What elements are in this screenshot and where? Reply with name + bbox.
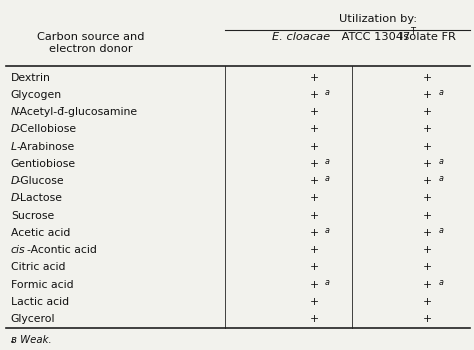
Text: +: + [310, 125, 319, 134]
Text: Lactic acid: Lactic acid [11, 297, 69, 307]
Text: Formic acid: Formic acid [11, 280, 73, 290]
Text: -Arabinose: -Arabinose [16, 142, 74, 152]
Text: Utilization by:: Utilization by: [339, 14, 418, 23]
Text: +: + [423, 107, 432, 117]
Text: +: + [423, 297, 432, 307]
Text: a: a [438, 88, 443, 97]
Text: Dextrin: Dextrin [11, 73, 51, 83]
Text: +: + [310, 262, 319, 272]
Text: T: T [410, 27, 415, 36]
Text: +: + [423, 90, 432, 100]
Text: +: + [310, 245, 319, 255]
Text: +: + [423, 314, 432, 324]
Text: N: N [11, 107, 19, 117]
Text: Isolate FR: Isolate FR [400, 32, 456, 42]
Text: +: + [310, 280, 319, 290]
Text: +: + [310, 194, 319, 203]
Text: ᴃ Weak.: ᴃ Weak. [11, 335, 52, 345]
Text: -Acetyl-đ-glucosamine: -Acetyl-đ-glucosamine [16, 107, 137, 117]
Text: ATCC 13047: ATCC 13047 [338, 32, 410, 42]
Text: Carbon source and
electron donor: Carbon source and electron donor [37, 32, 145, 54]
Text: Glycogen: Glycogen [11, 90, 62, 100]
Text: +: + [310, 73, 319, 83]
Text: Gentiobiose: Gentiobiose [11, 159, 76, 169]
Text: a: a [438, 174, 443, 183]
Text: +: + [310, 176, 319, 186]
Text: +: + [423, 228, 432, 238]
Text: a: a [438, 278, 443, 287]
Text: D: D [11, 125, 19, 134]
Text: +: + [423, 211, 432, 221]
Text: +: + [423, 73, 432, 83]
Text: +: + [310, 142, 319, 152]
Text: +: + [423, 194, 432, 203]
Text: a: a [438, 157, 443, 166]
Text: a: a [325, 157, 330, 166]
Text: -Cellobiose: -Cellobiose [16, 125, 76, 134]
Text: +: + [310, 314, 319, 324]
Text: a: a [325, 174, 330, 183]
Text: Glycerol: Glycerol [11, 314, 55, 324]
Text: +: + [423, 142, 432, 152]
Text: Acetic acid: Acetic acid [11, 228, 70, 238]
Text: +: + [310, 90, 319, 100]
Text: +: + [310, 211, 319, 221]
Text: +: + [423, 262, 432, 272]
Text: L: L [11, 142, 17, 152]
Text: E. cloacae: E. cloacae [273, 32, 330, 42]
Text: +: + [423, 280, 432, 290]
Text: cis: cis [11, 245, 26, 255]
Text: a: a [325, 88, 330, 97]
Text: +: + [310, 297, 319, 307]
Text: D: D [11, 194, 19, 203]
Text: Citric acid: Citric acid [11, 262, 65, 272]
Text: -Glucose: -Glucose [16, 176, 64, 186]
Text: +: + [310, 159, 319, 169]
Text: a: a [325, 226, 330, 235]
Text: -Lactose: -Lactose [16, 194, 62, 203]
Text: +: + [423, 159, 432, 169]
Text: Sucrose: Sucrose [11, 211, 54, 221]
Text: +: + [423, 176, 432, 186]
Text: +: + [423, 245, 432, 255]
Text: +: + [423, 125, 432, 134]
Text: -Acontic acid: -Acontic acid [27, 245, 97, 255]
Text: a: a [438, 226, 443, 235]
Text: +: + [310, 228, 319, 238]
Text: D: D [11, 176, 19, 186]
Text: +: + [310, 107, 319, 117]
Text: a: a [325, 278, 330, 287]
